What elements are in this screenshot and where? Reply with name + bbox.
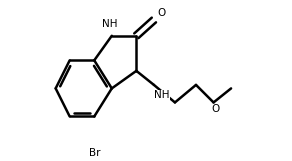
Text: NH: NH <box>102 19 118 29</box>
Text: Br: Br <box>88 148 100 158</box>
Text: O: O <box>211 104 219 114</box>
Text: O: O <box>157 8 166 18</box>
Text: NH: NH <box>154 90 169 100</box>
